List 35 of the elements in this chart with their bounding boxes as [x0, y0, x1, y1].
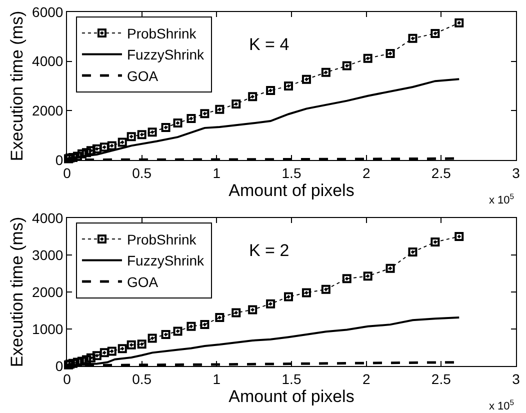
- y-axis-title: Execution time (ms): [8, 10, 27, 162]
- x-tick-label: 1.5: [282, 370, 302, 387]
- x-tick-label: 1: [212, 164, 221, 181]
- annotation: K = 2: [249, 241, 290, 260]
- x-axis-title: Amount of pixels: [228, 180, 354, 200]
- legend-label: ProbShrink: [126, 232, 198, 248]
- x-tick-label: 3: [512, 370, 520, 387]
- x-tick-label: 1: [212, 370, 221, 387]
- y-tick-label: 2000: [32, 284, 64, 300]
- x-tick-label: 1.5: [282, 164, 302, 181]
- text: x 10$^{5}$: [489, 192, 514, 207]
- x-tick-label: 0.5: [132, 370, 152, 387]
- legend-label: ProbShrink: [126, 26, 198, 42]
- legend-label: GOA: [126, 68, 159, 84]
- y-tick-label: 4000: [32, 53, 64, 70]
- x-axis-title: Amount of pixels: [228, 386, 354, 406]
- y-tick-label: 2000: [32, 102, 64, 119]
- legend-label: FuzzyShrink: [126, 252, 205, 269]
- x-tick-label: 3: [512, 164, 520, 181]
- y-tick-label: 0: [55, 358, 64, 374]
- annotation: K = 4: [249, 35, 290, 54]
- y-axis-title: Execution time (ms): [8, 216, 27, 368]
- x-tick-label: 2.5: [431, 370, 452, 387]
- x-tick-label: 2: [362, 370, 370, 387]
- legend-label: FuzzyShrink: [126, 46, 205, 63]
- x-tick-label: 2: [362, 164, 370, 181]
- y-tick-label: 1000: [32, 320, 64, 337]
- legend-label: GOA: [126, 274, 159, 290]
- text: x 10$^{5}$: [489, 398, 514, 413]
- y-tick-label: 4000: [32, 210, 64, 226]
- y-tick-label: 3000: [32, 246, 64, 263]
- x-tick-label: 0.5: [132, 164, 152, 181]
- y-tick-label: 6000: [32, 4, 64, 20]
- y-tick-label: 0: [55, 152, 64, 168]
- x-tick-label: 2.5: [431, 164, 452, 181]
